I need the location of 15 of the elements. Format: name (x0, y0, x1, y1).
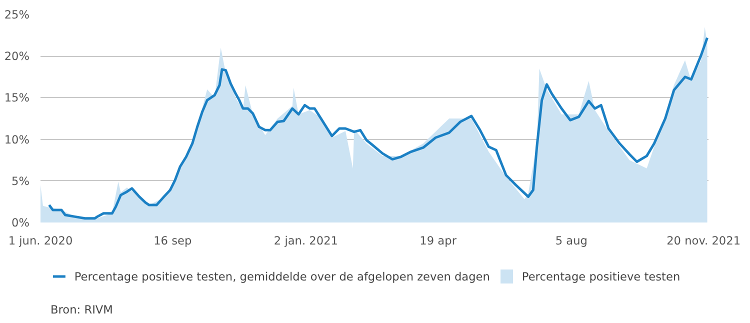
y-tick-label: 25% (4, 8, 30, 22)
y-tick-label: 0% (12, 216, 30, 230)
x-tick-label: 1 jun. 2020 (8, 234, 73, 248)
y-tick-label: 10% (4, 132, 30, 146)
y-tick-label: 5% (12, 174, 30, 188)
x-tick-label: 19 apr (420, 234, 457, 248)
y-tick-label: 15% (4, 90, 30, 105)
x-tick-label: 5 aug (555, 234, 588, 248)
x-tick-label: 16 sep (154, 234, 192, 248)
text: Bron: RIVM (50, 302, 113, 316)
x-tick-label: 2 jan. 2021 (274, 234, 338, 248)
x-tick-label: 20 nov. 2021 (666, 234, 741, 248)
legend-label: Percentage positieve testen (522, 270, 680, 284)
y-tick-label: 20% (4, 49, 30, 64)
legend-label: Percentage positieve testen, gemiddelde over de afgelopen zeven dagen (74, 270, 490, 284)
